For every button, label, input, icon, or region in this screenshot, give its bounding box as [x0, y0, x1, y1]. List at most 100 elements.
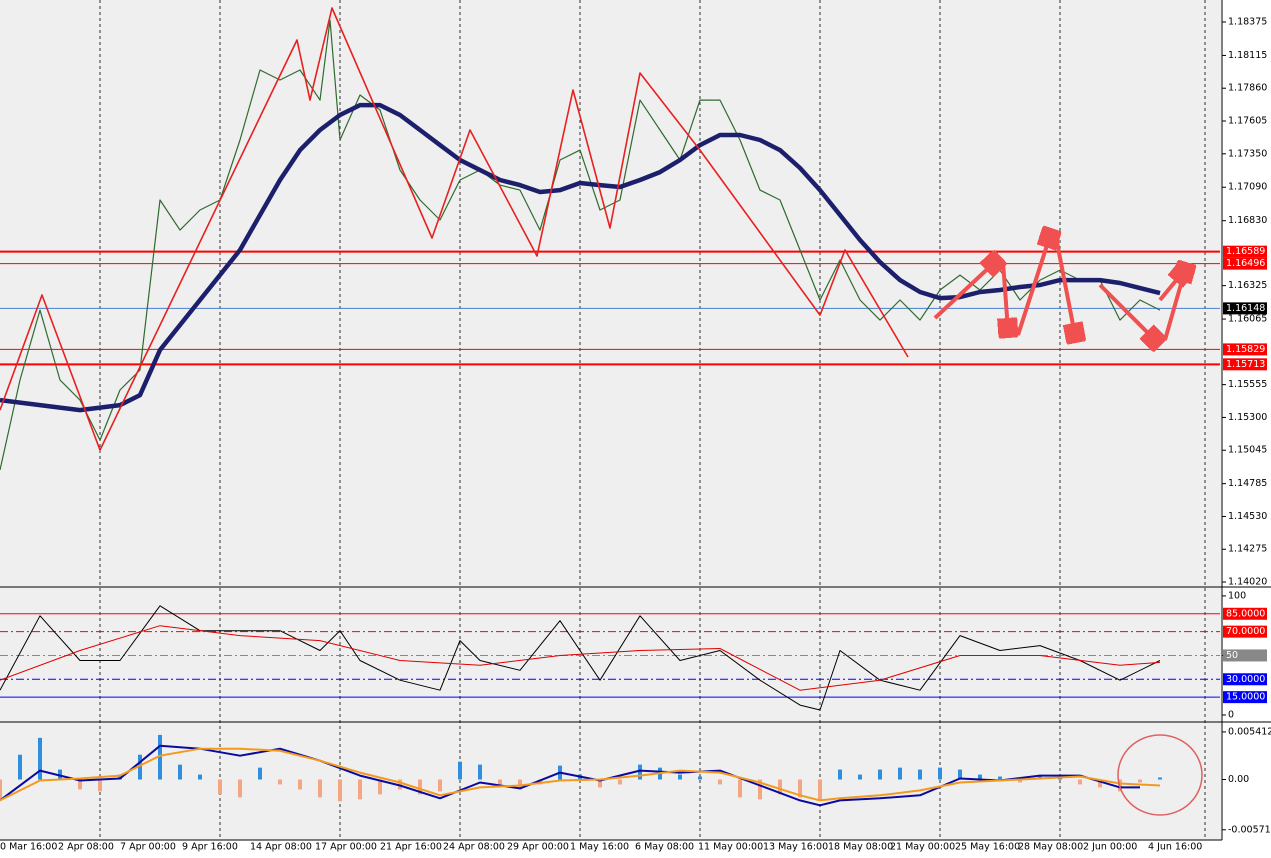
- histogram-bar: [138, 754, 142, 780]
- x-tick-label: 18 May 08:00: [828, 842, 893, 853]
- histogram-bar: [258, 767, 262, 780]
- histogram-bar: [378, 779, 382, 795]
- level-label: 70.0000: [1226, 626, 1265, 637]
- y-tick-label: 1.18375: [1228, 16, 1267, 27]
- histogram-bar: [318, 779, 322, 798]
- y-tick-label: -0.0057156: [1228, 824, 1271, 835]
- histogram-bar: [738, 779, 742, 798]
- x-tick-label: 21 May 00:00: [890, 842, 955, 853]
- y-tick-label: 0: [1228, 709, 1234, 720]
- highlight-circle: [1117, 734, 1203, 816]
- histogram-bar: [858, 774, 862, 780]
- x-tick-label: 4 Jun 16:00: [1148, 842, 1202, 853]
- y-tick-label: 1.14785: [1228, 478, 1267, 489]
- x-tick-label: 9 Apr 16:00: [182, 842, 238, 853]
- arrow: [933, 262, 995, 320]
- x-tick-label: 14 Apr 08:00: [250, 842, 312, 853]
- histogram-bar: [778, 779, 782, 795]
- y-tick-label: 1.14020: [1228, 577, 1267, 588]
- series-line: [0, 605, 1161, 711]
- histogram-bar: [938, 767, 942, 780]
- x-tick-label: 2 Apr 08:00: [58, 842, 114, 853]
- x-tick-label: 28 May 08:00: [1018, 842, 1083, 853]
- level-label-bg: [1223, 257, 1267, 270]
- histogram-bar: [298, 779, 302, 790]
- histogram-bar: [338, 779, 342, 802]
- y-tick-label: 1.15300: [1228, 412, 1267, 423]
- histogram-bar: [238, 779, 242, 798]
- x-tick-label: 0 Mar 16:00: [0, 842, 57, 853]
- level-label: 85.0000: [1226, 608, 1265, 619]
- series-line: [0, 102, 1161, 413]
- x-tick-label: 13 May 16:00: [763, 842, 828, 853]
- arrow: [1003, 261, 1008, 330]
- histogram-bar: [418, 779, 422, 795]
- y-tick-label: 0.0054121: [1228, 726, 1271, 737]
- histogram-bar: [1078, 779, 1082, 785]
- histogram-bar: [878, 769, 882, 780]
- y-tick-label: 1.16065: [1228, 314, 1267, 325]
- x-tick-label: 24 Apr 08:00: [443, 842, 505, 853]
- histogram-bar: [1098, 779, 1102, 788]
- level-label-bg: [1223, 343, 1267, 356]
- y-tick-label: 1.14275: [1228, 544, 1267, 555]
- level-label-bg: [1223, 302, 1267, 315]
- level-label: 1.16148: [1226, 303, 1265, 314]
- histogram-bar: [518, 779, 522, 790]
- plot-background: [0, 0, 1221, 840]
- histogram-bar: [918, 769, 922, 780]
- level-label-bg: [1223, 358, 1267, 371]
- histogram-bar: [38, 737, 42, 780]
- histogram-bar: [798, 779, 802, 798]
- y-tick-label: 1.17090: [1228, 182, 1267, 193]
- histogram-bar: [98, 779, 102, 792]
- x-tick-label: 2 Jun 00:00: [1083, 842, 1137, 853]
- histogram-bar: [1138, 779, 1142, 783]
- level-label-bg: [1223, 245, 1267, 258]
- histogram-bar: [698, 776, 702, 780]
- histogram-bar: [538, 779, 542, 785]
- histogram-bar: [838, 769, 842, 780]
- y-tick-label: 1.14530: [1228, 511, 1267, 522]
- y-tick-label: 1.16325: [1228, 280, 1267, 291]
- y-tick-label: 100: [1228, 590, 1246, 601]
- histogram-bar: [758, 779, 762, 800]
- histogram-bar: [818, 779, 822, 800]
- histogram-bar: [458, 761, 462, 780]
- x-tick-label: 25 May 16:00: [955, 842, 1020, 853]
- x-tick-label: 29 Apr 00:00: [507, 842, 569, 853]
- arrow: [1016, 236, 1050, 336]
- histogram-bar: [638, 764, 642, 780]
- histogram-bar: [898, 767, 902, 780]
- histogram-bar: [118, 774, 122, 780]
- histogram-bar: [978, 774, 982, 780]
- histogram-bar: [78, 779, 82, 790]
- arrow: [1098, 283, 1155, 340]
- level-label: 1.15829: [1226, 344, 1265, 355]
- histogram-bar: [218, 779, 222, 795]
- level-label-bg: [1223, 673, 1267, 686]
- level-label-bg: [1223, 607, 1267, 620]
- series-line: [0, 19, 1161, 471]
- histogram-bar: [958, 769, 962, 780]
- level-label: 1.16589: [1226, 246, 1265, 257]
- level-label: 1.16496: [1226, 258, 1265, 269]
- y-tick-label: 1.17350: [1228, 148, 1267, 159]
- histogram-bar: [598, 779, 602, 788]
- histogram-bar: [1018, 779, 1022, 783]
- y-tick-label: 1.18115: [1228, 50, 1267, 61]
- histogram-bar: [438, 779, 442, 792]
- histogram-bar: [278, 779, 282, 785]
- histogram-bar: [158, 734, 162, 780]
- x-tick-label: 11 May 00:00: [698, 842, 763, 853]
- level-label: 1.15713: [1226, 359, 1265, 370]
- level-label-bg: [1223, 691, 1267, 704]
- arrow: [1158, 272, 1183, 302]
- x-tick-label: 7 Apr 00:00: [120, 842, 176, 853]
- series-line: [0, 7, 909, 451]
- level-label: 15.0000: [1226, 692, 1265, 703]
- x-tick-label: 17 Apr 00:00: [315, 842, 377, 853]
- histogram-bar: [478, 764, 482, 780]
- annotation-arrows: [933, 232, 1185, 340]
